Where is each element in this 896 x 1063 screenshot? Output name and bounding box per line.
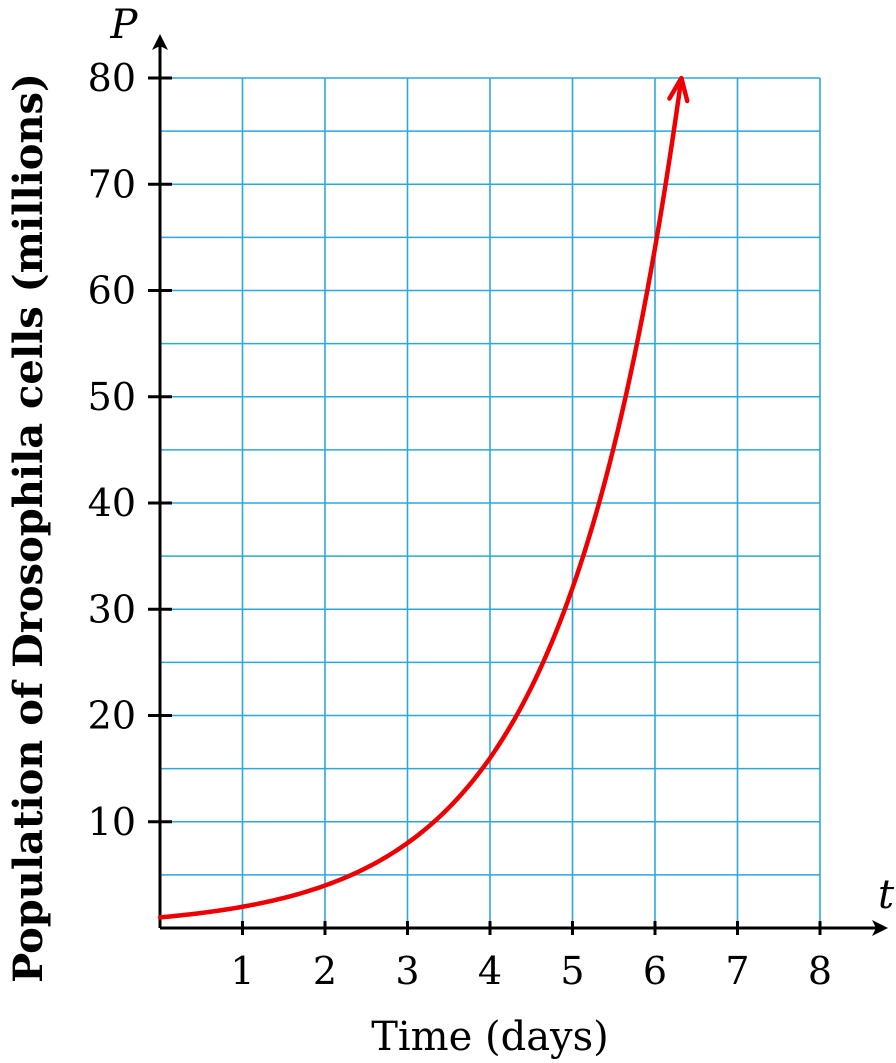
x-tick-label: 3 xyxy=(395,949,419,993)
curve-arrowhead xyxy=(667,75,690,104)
population-curve xyxy=(157,83,683,920)
ticks: 1 2 3 4 5 6 7 8 10 20 30 40 50 60 70 80 xyxy=(88,56,832,993)
y-tick-label: 10 xyxy=(88,800,136,844)
axes xyxy=(152,34,888,936)
y-tick-label: 30 xyxy=(88,587,136,631)
x-tick-label: 2 xyxy=(313,949,337,993)
x-tick-label: 6 xyxy=(643,949,667,993)
y-tick-label: 40 xyxy=(88,481,136,525)
grid xyxy=(160,77,821,928)
y-axis-title: Population of Drosophila cells (millions… xyxy=(5,73,52,983)
y-tick-label: 60 xyxy=(88,269,136,313)
series-layer xyxy=(157,75,690,920)
x-axis-arrowhead xyxy=(872,920,888,936)
x-tick-label: 4 xyxy=(478,949,502,993)
y-tick-label: 80 xyxy=(88,56,136,100)
y-axis-variable: P xyxy=(110,2,139,48)
x-tick-label: 5 xyxy=(560,949,584,993)
x-tick-label: 7 xyxy=(725,949,749,993)
x-axis-title: Time (days) xyxy=(371,1014,609,1060)
x-tick-label: 8 xyxy=(808,949,832,993)
x-axis-variable: t xyxy=(878,872,895,918)
y-tick-label: 50 xyxy=(88,375,136,419)
y-tick-label: 20 xyxy=(88,694,136,738)
x-tick-label: 1 xyxy=(230,949,254,993)
y-tick-label: 70 xyxy=(88,162,136,206)
y-axis-arrowhead xyxy=(152,34,168,50)
